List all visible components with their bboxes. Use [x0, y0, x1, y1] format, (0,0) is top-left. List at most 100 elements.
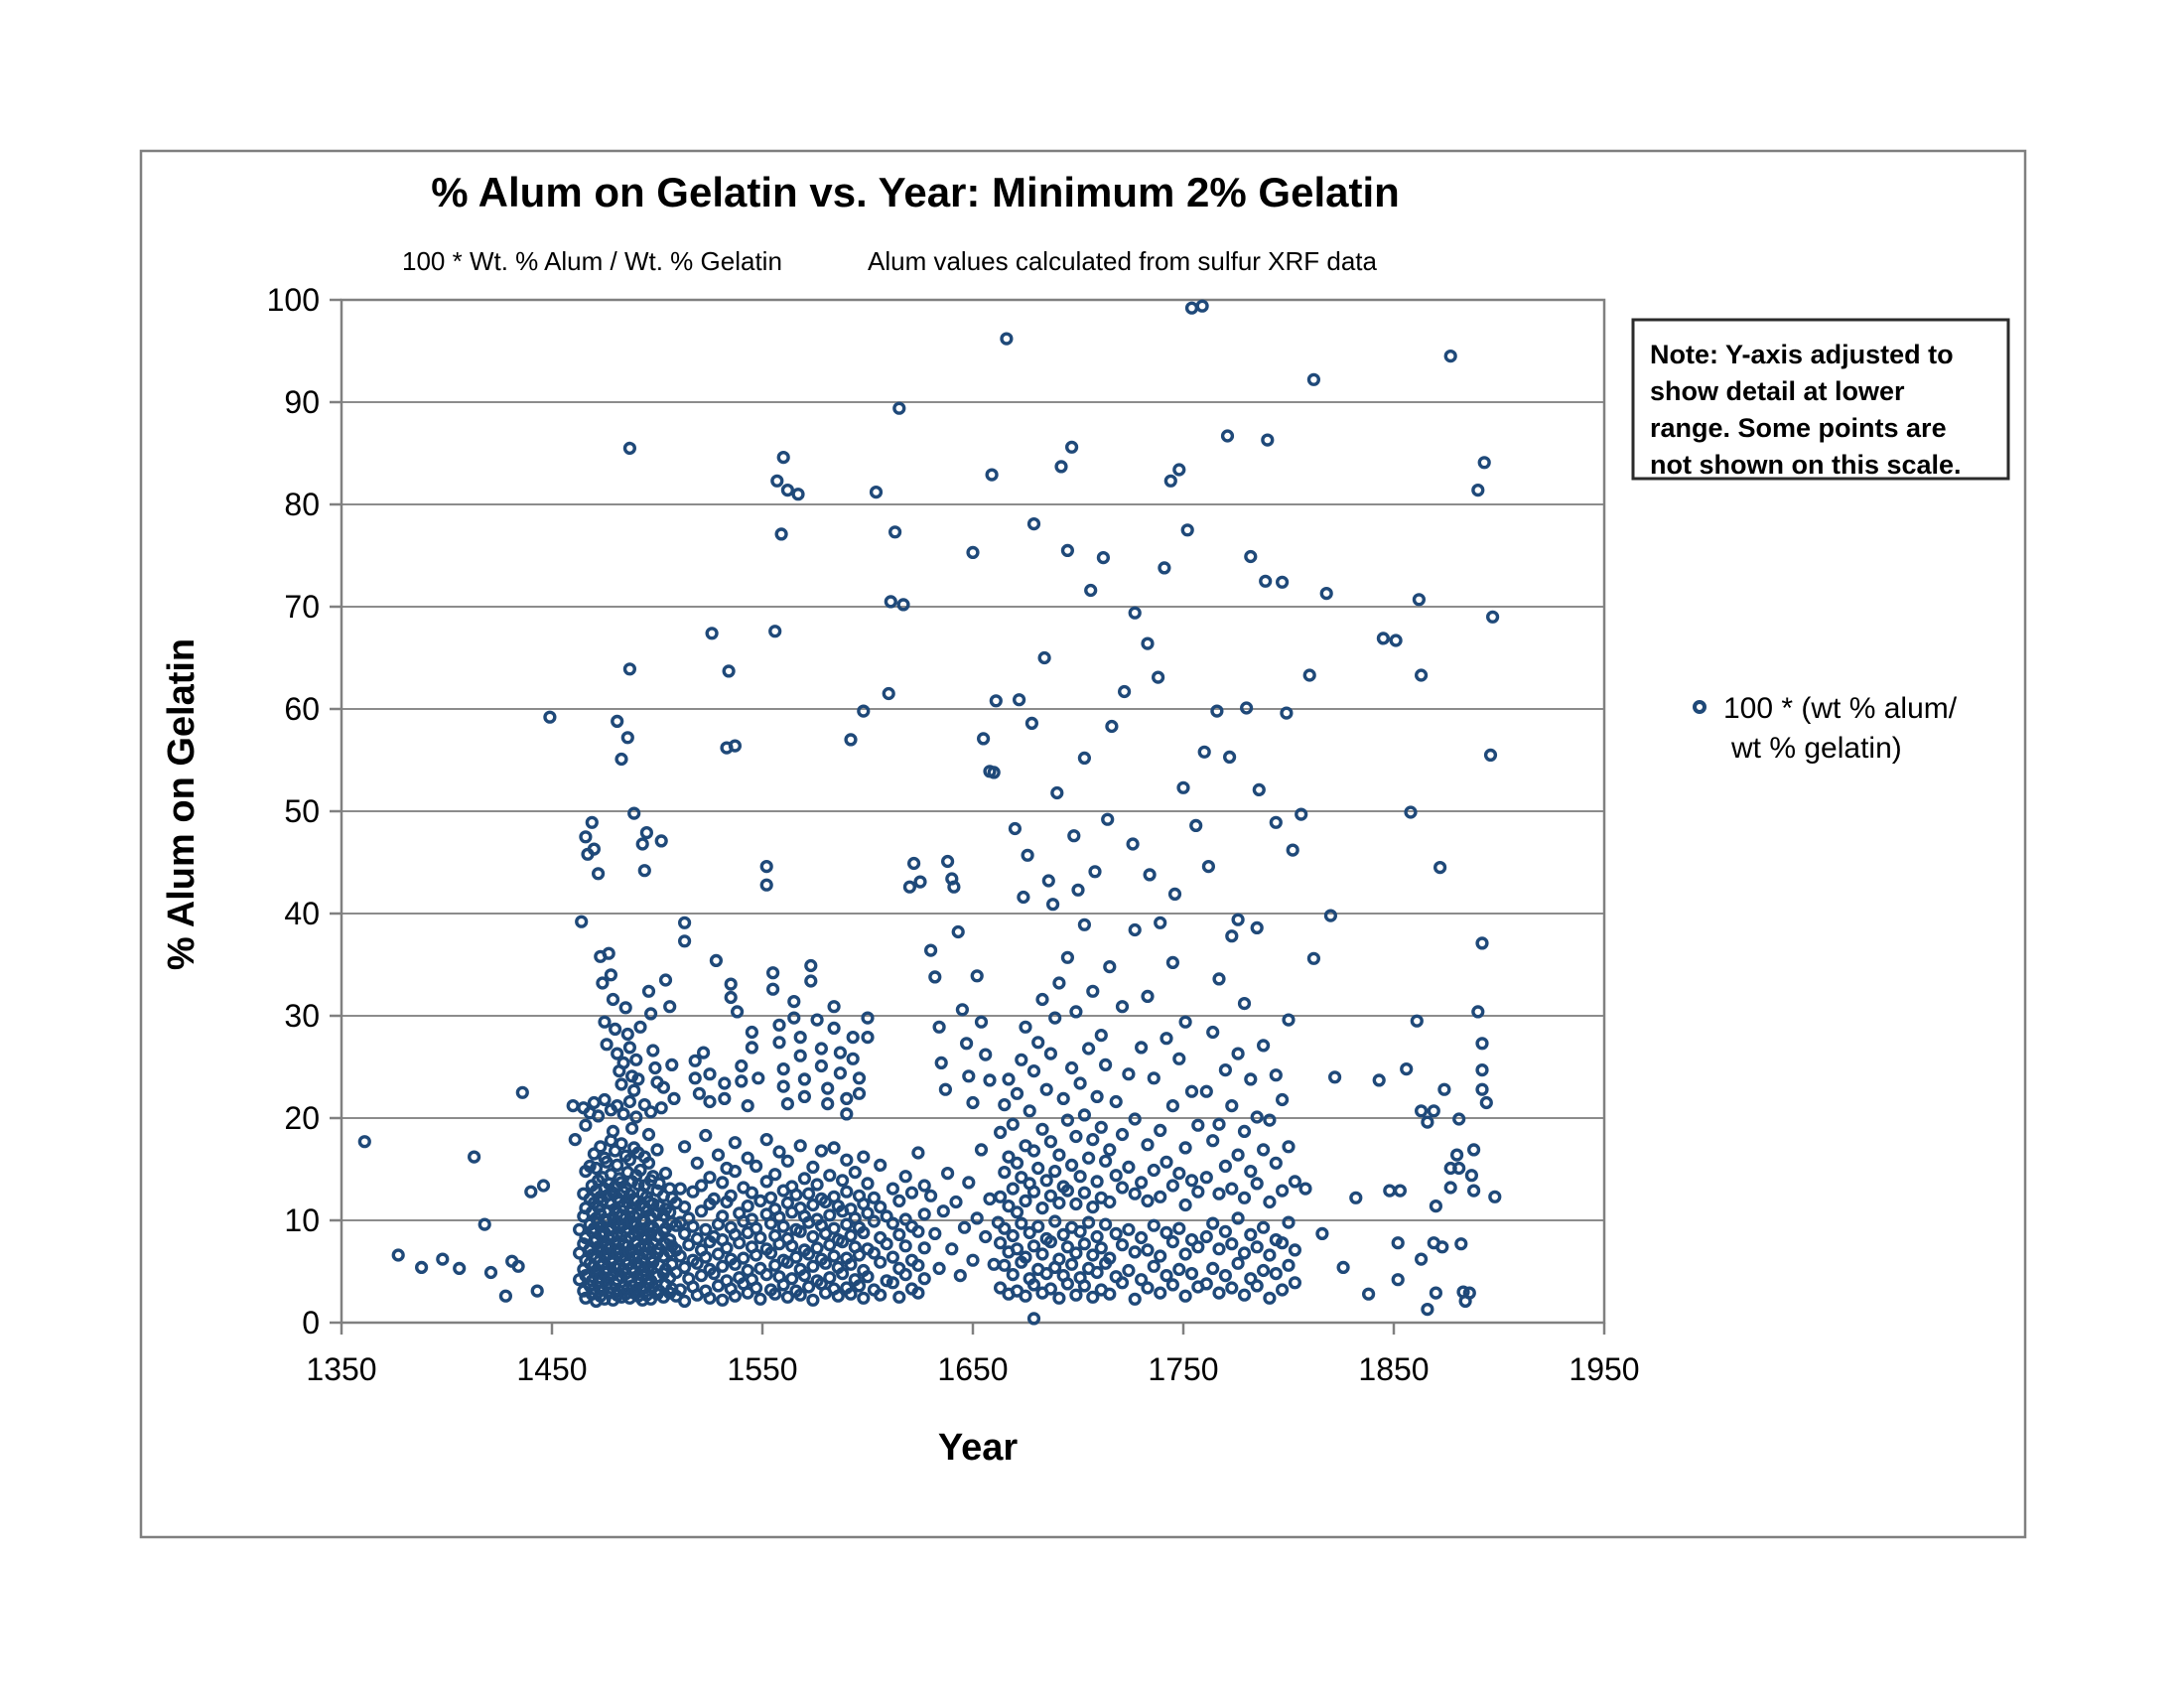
data-point	[1128, 1112, 1142, 1126]
data-point	[614, 1137, 628, 1151]
data-point	[745, 1025, 759, 1040]
data-point	[735, 1074, 749, 1088]
data-point	[1212, 972, 1226, 986]
data-point	[643, 1105, 658, 1119]
data-point	[1237, 1288, 1252, 1302]
data-points	[357, 299, 1502, 1326]
data-point	[1056, 1227, 1070, 1242]
x-axis-title: Year	[938, 1427, 1019, 1469]
data-point	[1048, 1011, 1062, 1025]
data-point	[1160, 1268, 1173, 1283]
data-point	[998, 1221, 1012, 1235]
data-point	[846, 1030, 860, 1045]
data-point	[1115, 1127, 1130, 1142]
data-point	[673, 1283, 687, 1297]
data-point	[641, 1156, 656, 1170]
data-point	[857, 1291, 871, 1305]
data-point	[1201, 859, 1216, 874]
data-point	[1176, 780, 1190, 794]
data-point	[1295, 807, 1308, 821]
data-point	[699, 1222, 713, 1236]
data-point	[583, 1159, 597, 1174]
data-point	[611, 1047, 624, 1060]
data-point	[898, 1170, 912, 1184]
data-point	[1184, 1174, 1199, 1188]
data-point	[718, 1091, 732, 1106]
data-point	[814, 1042, 829, 1056]
data-point	[898, 1239, 912, 1253]
data-point	[688, 1071, 702, 1085]
data-point	[1103, 959, 1117, 974]
data-point	[711, 1247, 726, 1261]
data-point	[1054, 460, 1068, 474]
data-point	[928, 1226, 942, 1241]
data-point	[793, 1049, 807, 1062]
y-tick-label-90: 90	[284, 384, 320, 420]
data-point	[1006, 1117, 1020, 1131]
axis-ticks	[330, 298, 1606, 1335]
x-tick-label-1550: 1550	[727, 1351, 797, 1387]
data-point	[874, 1255, 887, 1269]
data-point	[1141, 989, 1155, 1004]
data-point	[861, 1206, 875, 1220]
data-point	[923, 1189, 938, 1202]
data-point	[765, 982, 780, 996]
data-point	[677, 1260, 692, 1275]
data-point	[1485, 610, 1500, 624]
data-point	[600, 1038, 614, 1052]
data-point	[1073, 1076, 1087, 1090]
data-point	[568, 1132, 582, 1147]
data-point	[835, 1266, 850, 1281]
data-point	[902, 880, 917, 894]
data-point	[730, 1005, 745, 1019]
data-point	[886, 1250, 900, 1264]
data-point	[579, 830, 593, 844]
data-point	[852, 1279, 867, 1293]
data-point	[641, 984, 656, 998]
data-point	[1306, 951, 1321, 965]
data-point	[591, 867, 606, 881]
data-point	[852, 1071, 867, 1085]
note-line-1: Note: Y-axis adjusted to	[1650, 340, 1954, 369]
data-point	[1160, 1032, 1173, 1046]
data-point	[629, 1110, 643, 1124]
data-point	[774, 527, 788, 541]
data-point	[1319, 586, 1333, 601]
data-point	[1035, 1200, 1049, 1215]
data-point	[1056, 1091, 1070, 1106]
data-point	[1147, 1163, 1160, 1178]
data-point	[1086, 1199, 1100, 1214]
data-point	[1180, 523, 1194, 537]
data-point	[498, 1289, 513, 1303]
data-point	[1012, 693, 1026, 707]
data-point	[833, 1046, 848, 1059]
data-point	[707, 1266, 721, 1281]
data-point	[1128, 606, 1142, 620]
data-point	[735, 1058, 749, 1073]
data-point	[911, 1286, 925, 1300]
data-point	[1302, 668, 1316, 682]
data-point	[1026, 1063, 1041, 1078]
data-point	[1096, 550, 1111, 565]
data-point	[821, 1096, 835, 1111]
data-point	[1206, 1134, 1220, 1148]
data-point	[663, 1245, 677, 1259]
data-point	[844, 733, 858, 747]
data-point	[827, 1000, 841, 1014]
data-point	[1263, 1291, 1277, 1305]
data-point	[763, 1246, 778, 1260]
data-point	[1218, 1224, 1233, 1238]
data-point	[1443, 1181, 1457, 1195]
data-point	[1323, 909, 1338, 922]
data-point	[1250, 1279, 1264, 1293]
data-point	[627, 806, 641, 820]
data-point	[728, 1136, 743, 1150]
data-point	[614, 752, 628, 767]
data-point	[1019, 1194, 1032, 1208]
data-point	[1064, 440, 1079, 454]
data-point	[814, 1144, 829, 1158]
data-point	[1404, 805, 1418, 819]
data-point	[861, 1011, 875, 1025]
data-point	[1086, 1132, 1100, 1147]
data-point	[631, 1072, 645, 1086]
